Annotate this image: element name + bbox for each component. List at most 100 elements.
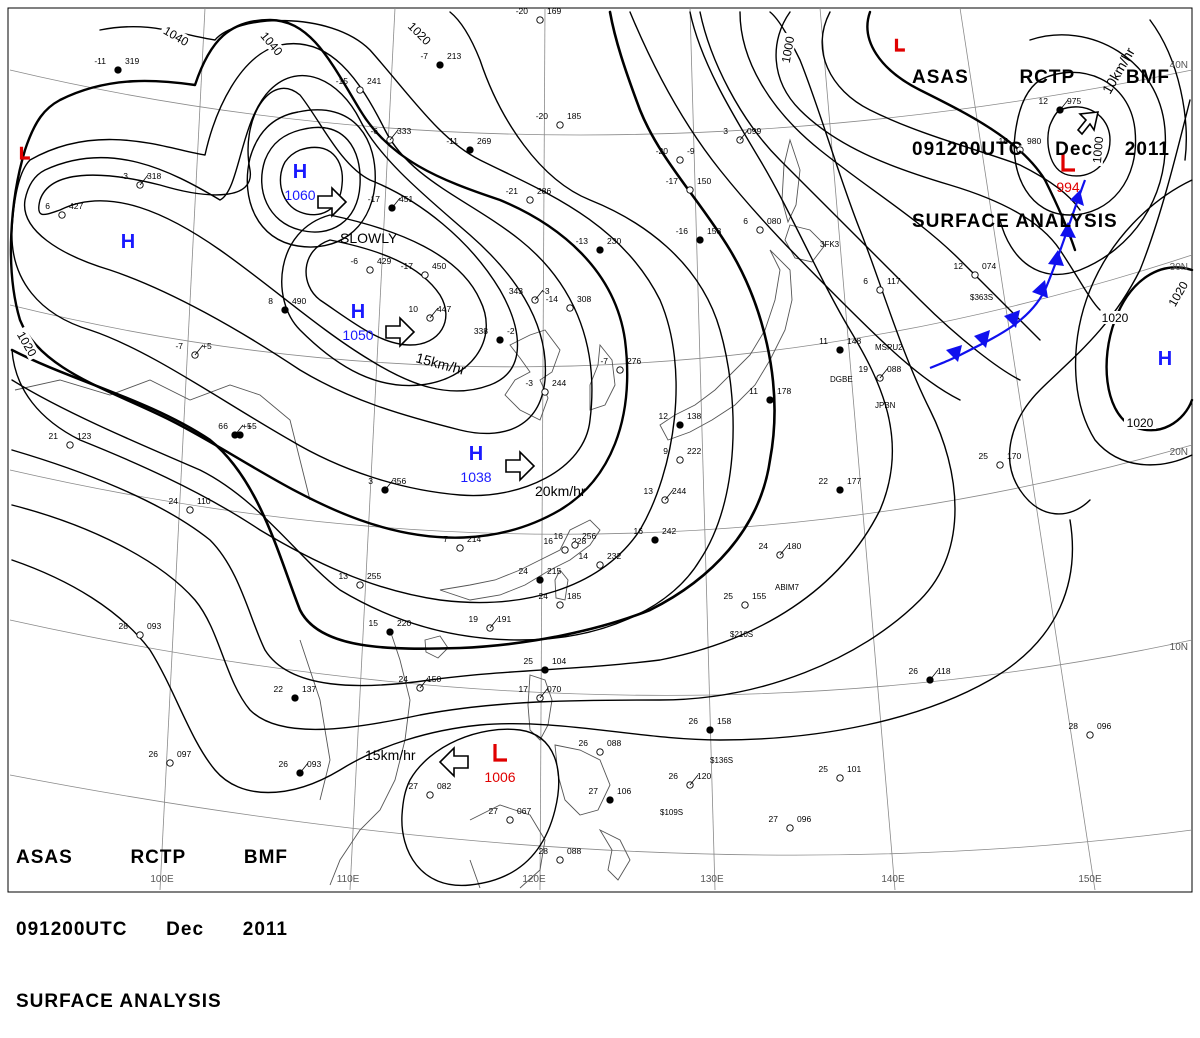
station-plot: 26 158 [689,716,731,734]
station-pressure: 215 [547,566,561,576]
coast-hokkaido [784,224,826,263]
isobar-mongolia-ring-5 [11,42,593,497]
station-temp: -16 [676,226,689,236]
station-plot: 9 222 [663,446,701,464]
station-plot: 26 120 [669,771,711,789]
cold-front-barb [1060,222,1076,238]
station-pressure: 080 [767,216,781,226]
chart-header-bottom: ASAS RCTP BMF 091200UTC Dec 2011 SURFACE… [16,798,288,1038]
station-temp: 3 [368,476,373,486]
motion-arrow-1038 [505,450,536,482]
station-temp: 8 [268,296,273,306]
station-id: MSPU2 [875,343,903,352]
station-circle [436,61,444,69]
station-plot: 27 096 [769,814,811,832]
station-pressure: 242 [662,526,676,536]
high-symbol: H [293,161,307,183]
station-pressure: 185 [567,111,581,121]
isobar-label-bg [13,326,41,361]
station-pressure: 356 [392,476,406,486]
meridian-120e [539,7,546,891]
station-temp: 6 [218,421,223,431]
station-temp: 28 [1069,721,1079,731]
meridian-130e [689,7,716,891]
station-circle [876,286,884,294]
station-temp: 26 [669,771,679,781]
latitude-label: 30N [1170,262,1188,273]
station-pressure: +5 [242,421,252,431]
coast-hainan [424,635,449,659]
station-plot: 15 220 [369,618,411,636]
station-temp: 22 [274,684,284,694]
station-pressure: 451 [399,194,413,204]
high-symbol: H [121,231,135,253]
station-plot: 14 232 [579,551,621,569]
station-pressure: 155 [752,591,766,601]
isobar-label-bg [778,32,797,67]
wind-barb [299,762,309,774]
station-id: $109S [660,808,683,817]
station-temp: 27 [589,786,599,796]
station-circle [1086,731,1094,739]
month-label: Dec [166,919,205,940]
header-row-3: SURFACE ANALYSIS [912,210,1170,234]
station-pressure: 220 [397,618,411,628]
station-circle [426,791,434,799]
isobar-label-bg [256,26,288,60]
station-circle [356,581,364,589]
station-temp: 6 [223,421,228,431]
isobar-ne-6 [1008,19,1191,515]
high-symbol: H [469,443,483,465]
station-pressure: 170 [1007,451,1021,461]
station-temp: 26 [689,716,699,726]
pressure-value: 1050 [342,327,373,343]
station-temp: 19 [859,364,869,374]
latitude-label: 10N [1170,642,1188,653]
station-plot: 24 150 [399,674,441,692]
station-circle [676,456,684,464]
isobar-label-text: 1000 [779,35,797,64]
station-plot: 6 +5 [223,421,257,439]
station-pressure: 150 [427,674,441,684]
station-plot: 12 074 [954,261,996,279]
station-pressure: 256 [582,531,596,541]
station-plot: 25 101 [819,764,861,782]
station-temp: 12 [954,261,964,271]
station-pressure: 106 [617,786,631,796]
station-plot: 24 110 [169,496,211,514]
isobar-1060-ring-2 [261,126,361,233]
isobar-label-bg [1099,311,1131,324]
low-pressure-center: 1006 [484,744,516,785]
station-temp: 15 [369,618,379,628]
station-plot: -21 286 [506,186,551,204]
station-plot: -13 230 [576,236,621,254]
cold-front-barb [946,345,962,362]
station-pressure: +5 [202,341,212,351]
station-plot: 7 214 [443,534,481,552]
station-plot: 6 427 [45,201,83,219]
wind-barb [779,544,789,556]
isobar-1036 [11,19,677,604]
station-circle [236,431,244,439]
station-circle [596,561,604,569]
low-symbol [894,38,905,52]
station-plot: -17 150 [666,176,711,194]
station-temp: 12 [659,411,669,421]
cold-front-barb [1032,280,1048,298]
station-pressure: 333 [397,126,411,136]
station-pressure: 450 [432,261,446,271]
high-pressure-center: H 1050 [342,301,373,343]
isobar-label-bg [159,22,194,50]
station-plot: 22 137 [274,684,316,702]
header-row-1: ASAS RCTP BMF [912,66,1170,90]
station-circle [741,601,749,609]
longitude-label: 120E [522,874,546,885]
station-plot: 28 096 [1069,721,1111,739]
station-id: $363S [970,293,993,302]
isobar-1032 [11,11,734,641]
station-plot: -7 213 [420,51,461,69]
station-id: $210S [730,630,753,639]
station-pressure: 148 [847,336,861,346]
station-pressure: 222 [687,446,701,456]
station-pressure: 082 [437,781,451,791]
